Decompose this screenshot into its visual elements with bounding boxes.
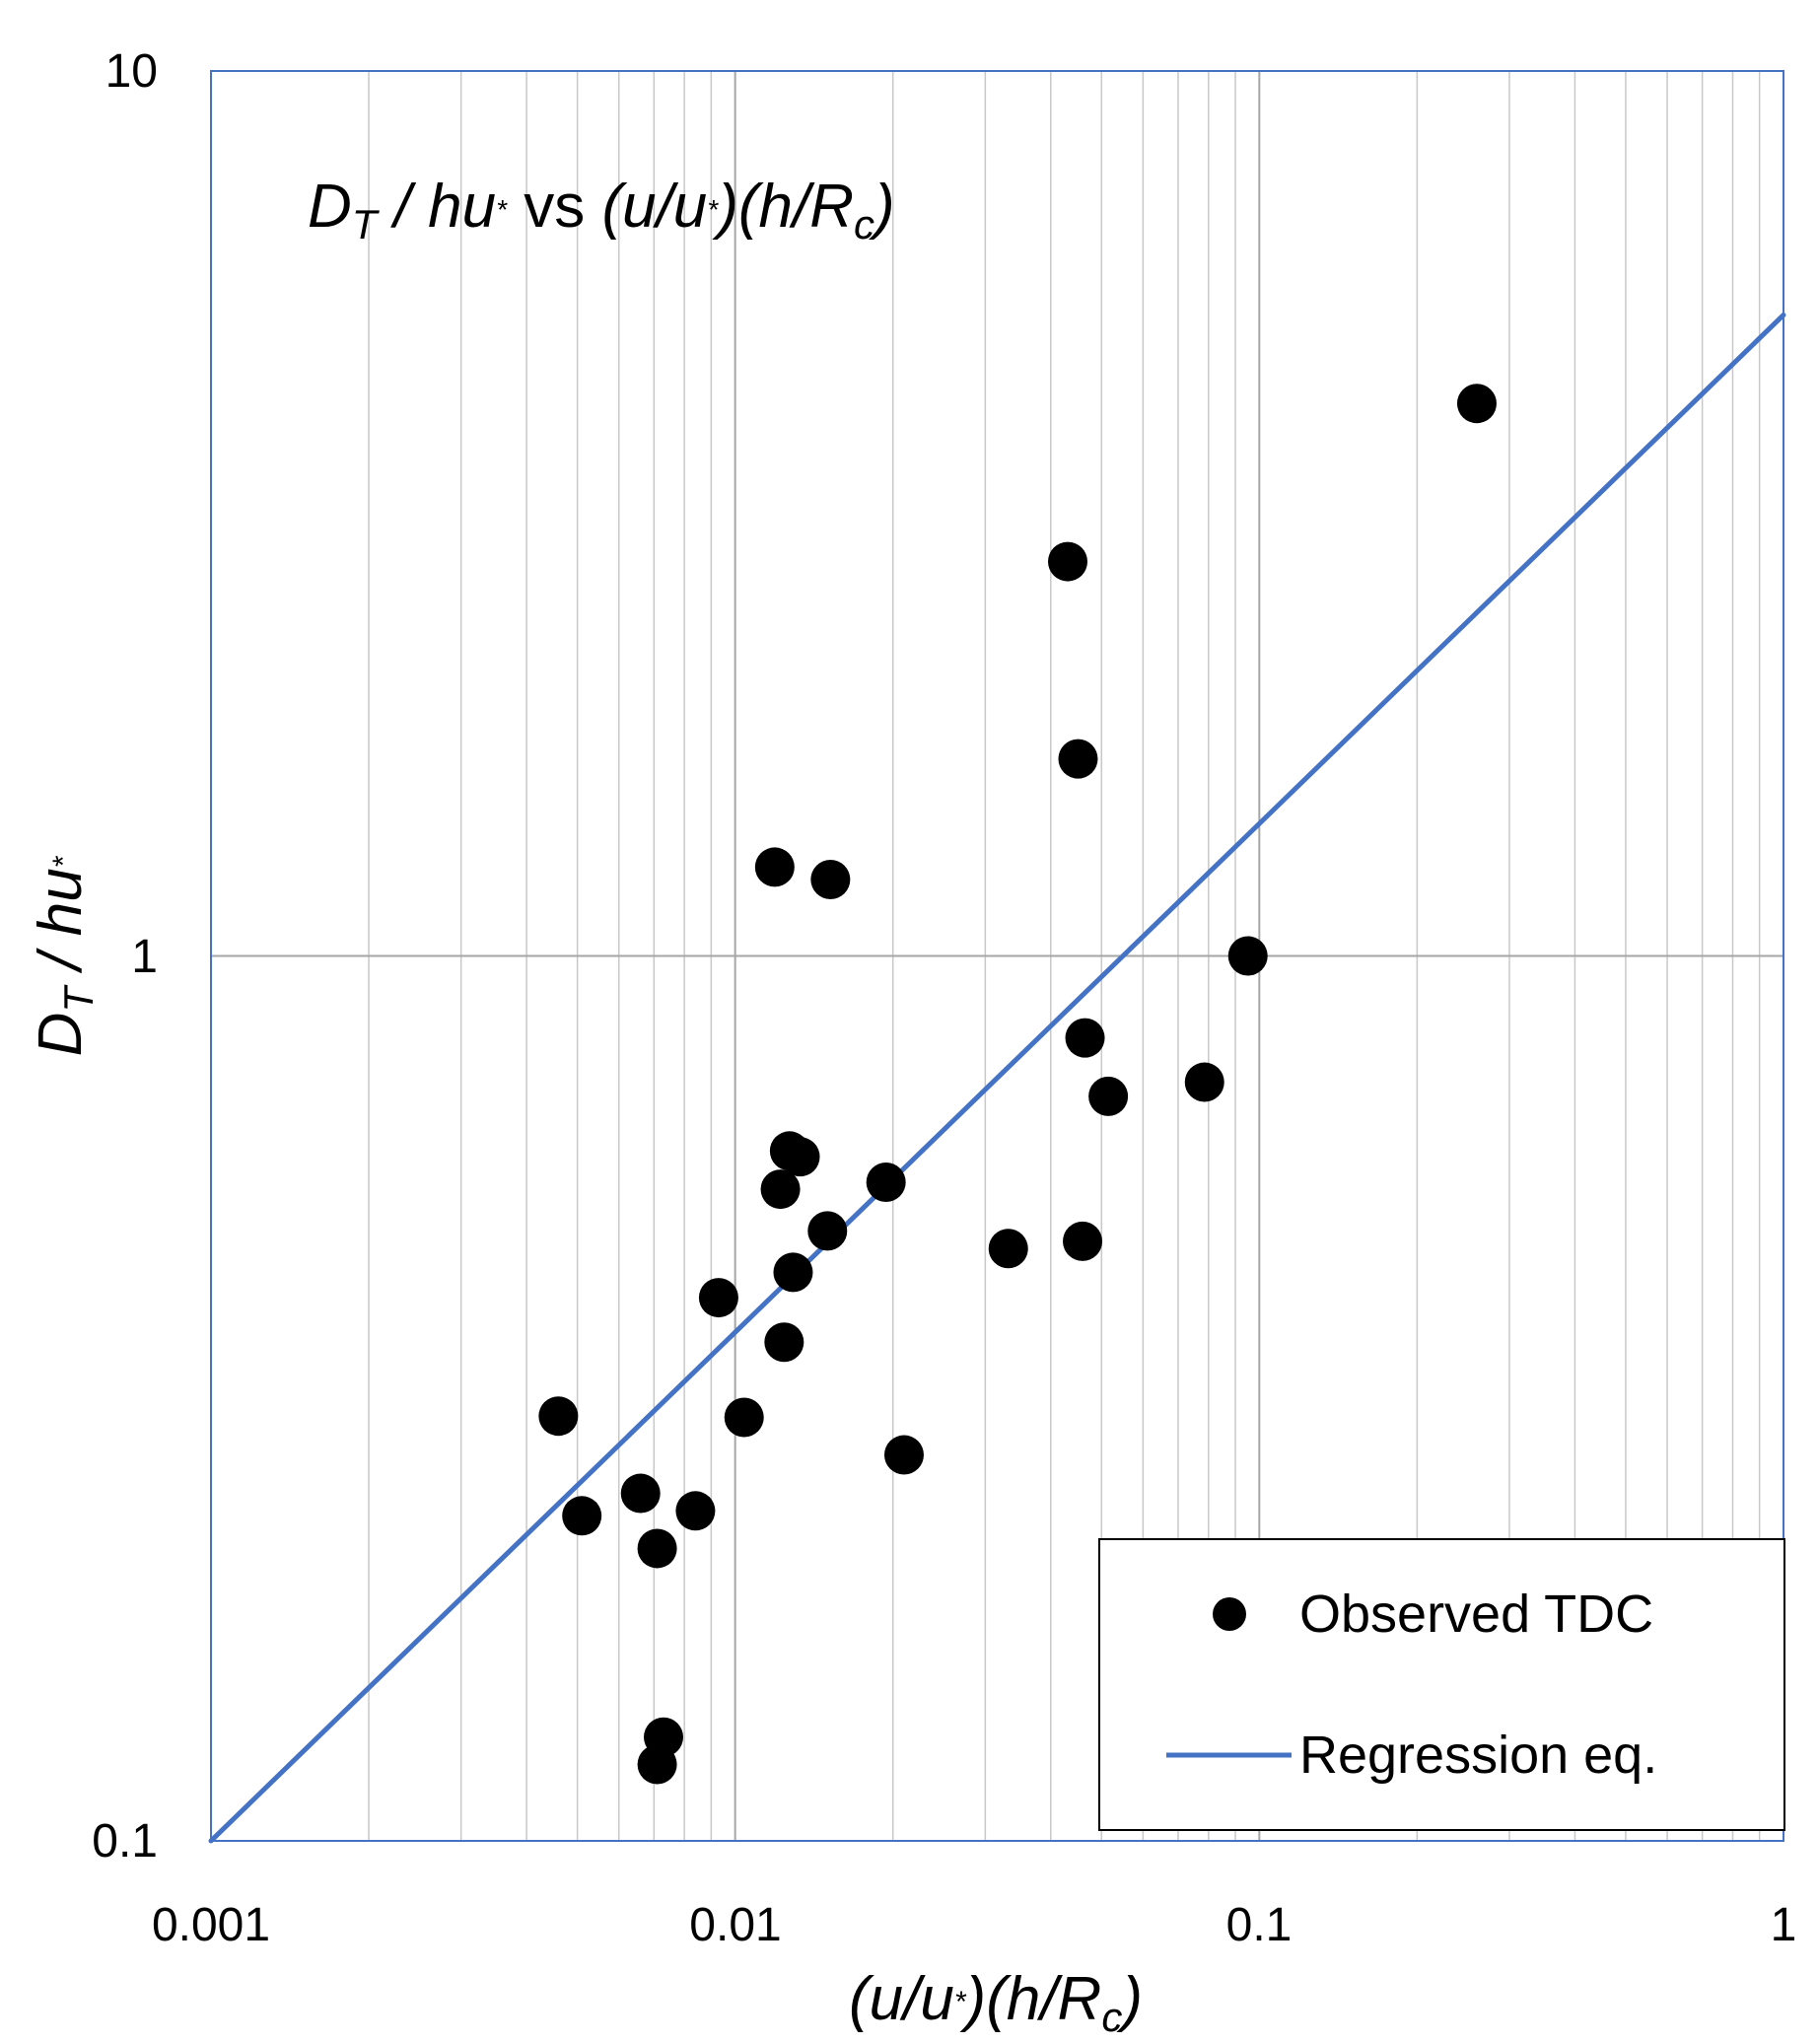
x-tick-label: 0.001 — [152, 1899, 270, 1951]
observed-point — [773, 1252, 813, 1293]
chart-title: DT / hu* vs (u/u*)(h/Rc) — [308, 173, 895, 247]
observed-point — [562, 1496, 602, 1536]
x-axis-title-star: * — [954, 1986, 967, 2018]
observed-point — [620, 1473, 661, 1514]
x-axis-title-a: (u/u — [849, 1965, 954, 2033]
chart-title-rhs-a: (u/u — [601, 173, 707, 241]
observed-point — [764, 1322, 804, 1363]
y-axis-title-subscript: T — [55, 984, 102, 1013]
observed-point — [1058, 739, 1098, 779]
y-tick-label: 0.1 — [92, 1815, 158, 1868]
regression-line — [208, 312, 1786, 1844]
x-tick-label: 1 — [1771, 1899, 1797, 1951]
legend-box — [1098, 1538, 1785, 1831]
observed-point — [637, 1528, 677, 1569]
y-tick-labels: 0.1 1 10 — [92, 45, 158, 1868]
y-tick-label: 1 — [131, 931, 158, 983]
y-tick-label: 10 — [105, 45, 158, 98]
x-axis-title-subscript: c — [1101, 1994, 1122, 2040]
observed-point — [883, 1435, 924, 1475]
y-axis-title: DT / hu* — [27, 855, 102, 1056]
chart-title-star: * — [496, 194, 508, 225]
plot-area-frame — [210, 70, 1784, 1842]
observed-point — [1065, 1018, 1105, 1058]
observed-point — [988, 1229, 1028, 1269]
observed-point — [760, 1169, 801, 1210]
x-tick-labels: 0.001 0.01 0.1 1 — [152, 1899, 1796, 1951]
x-tick-label: 0.01 — [689, 1899, 781, 1951]
observed-point — [754, 847, 795, 887]
observed-point — [698, 1278, 738, 1318]
observed-point — [810, 859, 851, 899]
observed-point — [675, 1491, 716, 1531]
series-layer — [208, 312, 1786, 1844]
observed-point — [1184, 1062, 1224, 1102]
legend-label-observed: Observed TDC — [1299, 1585, 1653, 1644]
observed-point — [1063, 1221, 1103, 1261]
observed-point — [1227, 936, 1268, 976]
chart-title-subscript: T — [352, 201, 381, 247]
chart-title-vs: vs — [507, 173, 601, 241]
observed-point — [807, 1211, 848, 1251]
legend-marker-observed — [1213, 1597, 1246, 1631]
y-axis-title-main: D — [27, 1013, 95, 1057]
x-axis-title: (u/u*)(h/Rc) — [849, 1965, 1143, 2040]
chart-title-rhs-b: )(h/R — [711, 173, 854, 241]
chart-title-rhs-subscript: c — [854, 201, 874, 247]
observed-point — [1088, 1076, 1129, 1116]
y-axis-title-rest: / hu — [27, 868, 95, 987]
observed-point — [1456, 384, 1497, 424]
legend-label-regression: Regression eq. — [1299, 1726, 1657, 1785]
legend: Observed TDC Regression eq. — [1098, 1538, 1785, 1831]
chart-title-rest: / hu — [377, 173, 496, 241]
observed-point — [780, 1137, 820, 1177]
y-axis-title-star: * — [47, 855, 80, 868]
observed-point — [866, 1162, 906, 1202]
observed-point — [538, 1396, 579, 1437]
observed-point — [1047, 541, 1087, 582]
chart-title-rhs-star: * — [707, 194, 719, 225]
chart-title-main: D — [308, 173, 352, 241]
x-tick-label: 0.1 — [1226, 1899, 1293, 1951]
observed-point — [644, 1717, 683, 1757]
x-axis-title-b: )(h/R — [959, 1965, 1102, 2033]
observed-point — [724, 1397, 764, 1438]
